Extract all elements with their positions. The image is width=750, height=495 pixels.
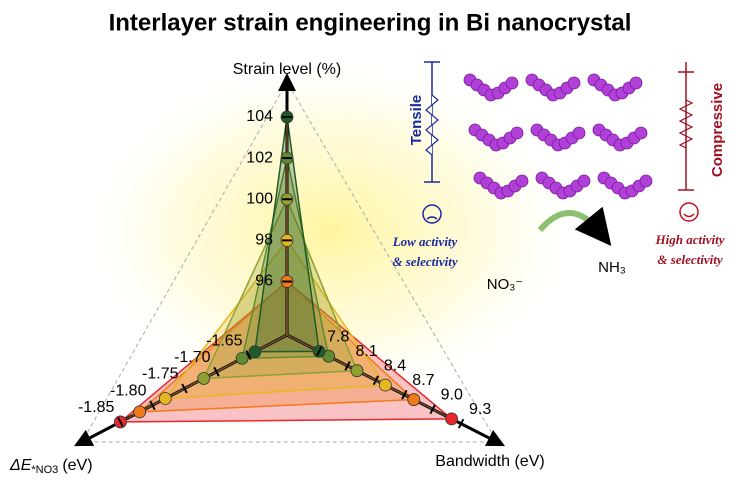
compressive-arrow xyxy=(678,62,694,191)
bi-atom xyxy=(629,76,643,90)
tick-label: 100 xyxy=(246,190,273,207)
tick-mark xyxy=(181,383,188,394)
illustration: Tensile Compressive Low activity & selec… xyxy=(392,61,726,293)
tick-label: 9.0 xyxy=(441,386,463,403)
sad-face xyxy=(422,204,442,224)
tick-label: 9.3 xyxy=(469,401,491,418)
tick-mark xyxy=(344,360,351,371)
tick-label: 7.8 xyxy=(327,329,349,346)
spring xyxy=(678,99,694,149)
tick-label: 98 xyxy=(255,232,273,249)
axis-title: ΔE*NO3 (eV) xyxy=(9,457,93,476)
data-point xyxy=(235,352,249,365)
tick-mark xyxy=(457,418,465,429)
data-point xyxy=(378,378,392,392)
data-point xyxy=(350,364,364,378)
tick-label: -1.65 xyxy=(206,332,243,349)
bi-atom xyxy=(577,174,591,188)
tick-mark xyxy=(117,417,124,427)
tick-mark xyxy=(372,375,380,386)
axis-subscript: *NO3 xyxy=(31,464,58,476)
tick-mark xyxy=(401,389,408,400)
low-label: Low activity xyxy=(392,234,458,249)
data-point xyxy=(407,393,421,406)
series-area xyxy=(241,157,330,360)
reaction-arrow xyxy=(537,206,612,246)
grid-outline xyxy=(81,80,498,443)
axis-unit: (eV) xyxy=(62,457,92,474)
low-label: & selectivity xyxy=(392,254,458,269)
tick-mark xyxy=(149,400,156,411)
tick-mark xyxy=(245,350,252,360)
tick-mark xyxy=(429,404,436,415)
axis-symbol: ΔE xyxy=(9,457,32,474)
bi-atom xyxy=(505,76,519,90)
tick-label: -1.80 xyxy=(110,382,147,399)
data-point xyxy=(197,372,211,385)
tick-label: 102 xyxy=(246,149,273,166)
axis-title: Bandwidth (eV) xyxy=(435,453,544,470)
tensile-label: Tensile xyxy=(408,95,425,146)
tick-label: -1.85 xyxy=(78,399,115,416)
sad-mouth xyxy=(426,216,438,220)
glow xyxy=(70,50,590,410)
product-label: NH₃ xyxy=(598,259,626,276)
tick-label: -1.75 xyxy=(142,366,179,383)
reactant-label: NO₃⁻ xyxy=(487,276,524,293)
series-area xyxy=(202,197,359,380)
bi-atom xyxy=(572,126,586,140)
data-point xyxy=(158,392,172,405)
tick-mark xyxy=(213,366,220,377)
chart-title: Interlayer strain engineering in Bi nano… xyxy=(109,9,632,36)
data-point xyxy=(133,405,147,419)
data-point xyxy=(248,345,262,359)
tick-mark xyxy=(316,346,323,357)
compressive-label: Compressive xyxy=(709,83,726,177)
spring xyxy=(425,94,439,156)
tick-label: -1.70 xyxy=(174,349,211,366)
radar xyxy=(74,73,506,447)
bi-atom xyxy=(639,174,653,188)
happy-mouth xyxy=(683,213,695,218)
axis-title: Strain level (%) xyxy=(233,61,341,78)
high-label: & selectivity xyxy=(657,252,723,267)
tick-label: 8.4 xyxy=(384,358,406,375)
happy-face xyxy=(679,202,699,222)
high-label: High activity xyxy=(655,232,725,247)
bi-atom xyxy=(510,126,524,140)
bi-atom xyxy=(515,174,529,188)
bi-atom xyxy=(567,76,581,90)
tick-label: 96 xyxy=(255,273,273,290)
data-point xyxy=(445,412,458,426)
tick-label: 8.7 xyxy=(412,372,434,389)
tick-label: 8.1 xyxy=(356,343,378,360)
bi-atom xyxy=(634,126,648,140)
tick-label: 104 xyxy=(246,108,273,125)
